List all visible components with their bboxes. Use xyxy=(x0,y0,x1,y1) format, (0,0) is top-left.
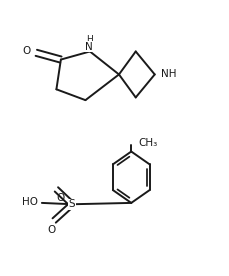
Text: O: O xyxy=(57,193,65,203)
Text: O: O xyxy=(22,46,31,57)
Text: N: N xyxy=(85,42,93,52)
Text: H: H xyxy=(87,35,93,44)
Text: HO: HO xyxy=(22,197,38,206)
Text: NH: NH xyxy=(161,70,177,79)
Text: O: O xyxy=(48,225,56,235)
Text: CH₃: CH₃ xyxy=(138,138,157,148)
Text: S: S xyxy=(69,199,75,209)
